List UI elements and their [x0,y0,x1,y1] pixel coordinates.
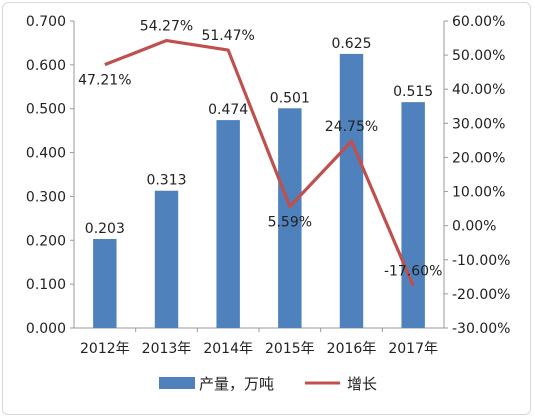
line-value-label: -17.60% [384,264,442,280]
line-value-label: 51.47% [201,28,254,44]
line-value-label: 54.27% [140,19,193,35]
bar-value-label: 0.474 [208,102,248,118]
legend-line-label: 增长 [347,375,377,393]
right-tick-label: -30.00% [452,321,510,337]
left-tick-label: 0.500 [26,102,66,118]
line-value-label: 24.75% [325,119,378,135]
left-tick-label: 0.400 [26,146,66,162]
right-tick-label: 20.00% [452,150,505,166]
bar-value-label: 0.313 [146,173,186,189]
bar [401,102,425,328]
bar-value-label: 0.501 [270,90,310,106]
right-tick-label: 30.00% [452,116,505,132]
line-data-labels: 47.21% 54.27% 51.47% 5.59% 24.75% -17.60% [78,19,442,280]
left-tick-label: 0.200 [26,233,66,249]
line-series [104,38,415,287]
x-tick-label: 2017年 [388,341,438,357]
right-tick-label: 40.00% [452,82,505,98]
x-tick-label: 2012年 [80,341,130,357]
line-value-label: 47.21% [78,73,131,89]
bar [154,190,179,328]
bar-data-labels: 0.203 0.313 0.474 0.501 0.625 0.515 [85,36,433,237]
x-ticks: 2012年 2013年 2014年 2015年 2016年 2017年 [80,328,438,357]
right-tick-label: 50.00% [452,48,505,64]
axes [73,21,445,329]
bar-series [93,53,425,329]
x-tick-label: 2015年 [265,341,315,357]
right-tick-label: 0.00% [452,219,496,235]
right-tick-label: -20.00% [452,287,510,303]
left-tick-label: 0.600 [26,58,66,74]
x-tick-label: 2016年 [327,341,377,357]
bar-value-label: 0.515 [393,84,433,100]
chart-frame [2,2,531,415]
line-value-label: 5.59% [268,215,312,231]
right-y-ticks: -30.00% -20.00% -10.00% 0.00% 10.00% 20.00% 30… [444,14,510,337]
legend: 产量，万吨 增长 [159,375,377,393]
bar [93,238,117,328]
right-tick-label: 10.00% [452,185,505,201]
bar [278,108,302,328]
left-tick-label: 0.700 [26,14,66,30]
x-tick-label: 2014年 [203,341,253,357]
bar-value-label: 0.203 [85,221,125,237]
bar [216,120,240,328]
legend-bar-swatch [159,377,195,389]
left-tick-label: 0.000 [26,321,66,337]
legend-bar-label: 产量，万吨 [199,375,274,393]
left-tick-label: 0.300 [26,189,66,205]
bar-value-label: 0.625 [331,36,371,52]
right-tick-label: 60.00% [452,14,505,30]
left-y-ticks: 0.000 0.100 0.200 0.300 0.400 0.500 0.600 0.700 [26,14,74,337]
x-tick-label: 2013年 [142,341,192,357]
bar [339,53,364,329]
right-tick-label: -10.00% [452,253,510,269]
left-tick-label: 0.100 [26,277,66,293]
growth-line [104,38,415,287]
